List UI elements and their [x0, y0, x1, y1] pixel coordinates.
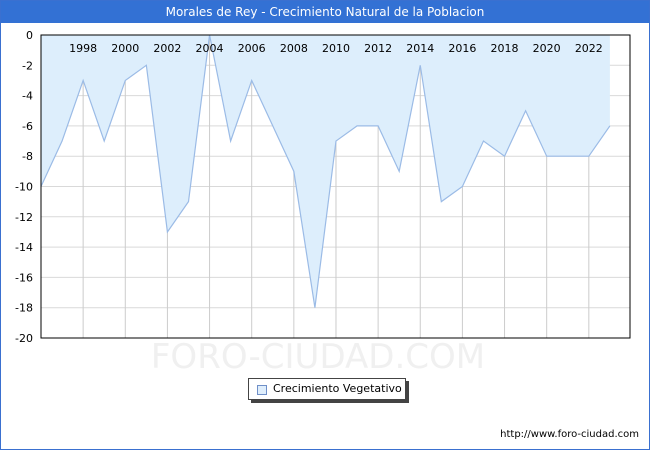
y-tick-label: -20 [15, 332, 33, 345]
y-tick-label: -16 [15, 271, 33, 284]
y-tick-label: -10 [15, 181, 33, 194]
y-tick-label: -2 [22, 59, 33, 72]
legend: Crecimiento Vegetativo [248, 378, 406, 400]
y-tick-label: -12 [15, 211, 33, 224]
watermark: FORO-CIUDAD.COM [151, 337, 485, 377]
x-tick-label: 2012 [364, 42, 392, 55]
x-tick-label: 2004 [196, 42, 224, 55]
series-line [40, 34, 611, 308]
x-tick-label: 2016 [448, 42, 476, 55]
y-tick-label: -14 [15, 241, 33, 254]
x-tick-label: 2022 [575, 42, 603, 55]
x-tick-label: 2014 [406, 42, 434, 55]
x-tick-label: 2002 [153, 42, 181, 55]
y-tick-label: -18 [15, 302, 33, 315]
x-tick-label: 2006 [238, 42, 266, 55]
y-tick-label: 0 [26, 29, 33, 42]
legend-label: Crecimiento Vegetativo [273, 382, 402, 395]
y-tick-label: -8 [22, 150, 33, 163]
x-tick-label: 2000 [111, 42, 139, 55]
x-tick-label: 2018 [491, 42, 519, 55]
x-tick-label: 1998 [69, 42, 97, 55]
area-fill [41, 35, 610, 308]
x-tick-label: 2008 [280, 42, 308, 55]
square-swatch-icon [257, 385, 267, 395]
y-tick-label: -4 [22, 90, 33, 103]
source-url: http://www.foro-ciudad.com [500, 429, 639, 440]
x-tick-label: 2020 [533, 42, 561, 55]
x-tick-label: 2010 [322, 42, 350, 55]
y-tick-label: -6 [22, 120, 33, 133]
chart-title: Morales de Rey - Crecimiento Natural de … [1, 1, 649, 23]
